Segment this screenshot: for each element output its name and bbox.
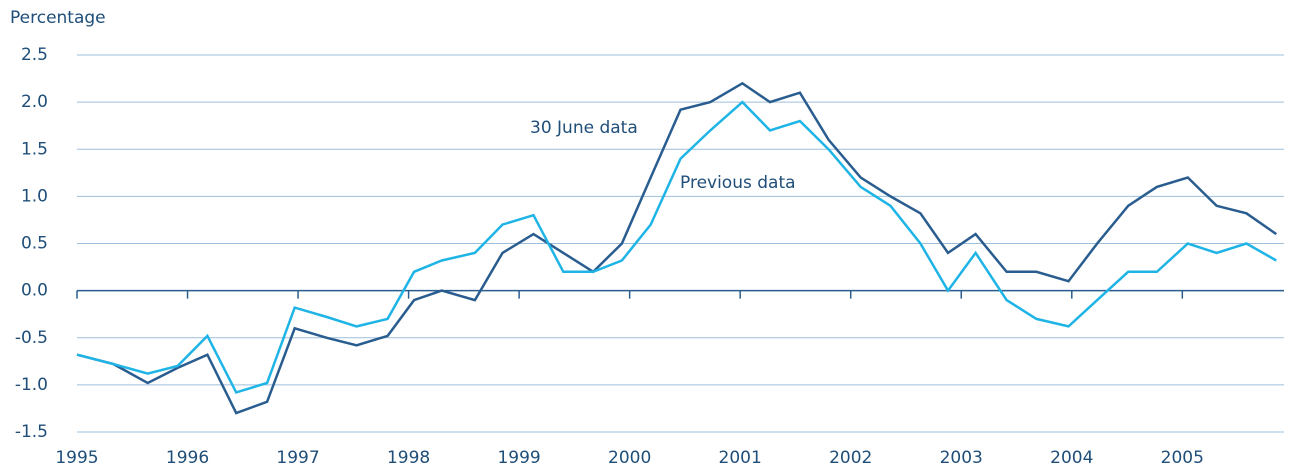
- x-tick-label: 1997: [276, 448, 319, 468]
- annotation: Previous data: [680, 173, 796, 193]
- y-tick-label: 1.5: [21, 139, 48, 159]
- y-tick-label: 0.0: [21, 281, 48, 301]
- data-line: [76, 100, 1277, 394]
- x-tick-label: 1995: [55, 448, 98, 468]
- x-tick-label: 2002: [829, 448, 872, 468]
- y-tick-label: -1.5: [15, 422, 48, 442]
- x-tick-label: 2004: [1050, 448, 1093, 468]
- x-tick-label: 1996: [166, 448, 209, 468]
- y-tick-label: -0.5: [15, 328, 48, 348]
- annotation: 30 June data: [530, 118, 638, 138]
- y-tick-label: 2.5: [21, 45, 48, 65]
- x-tick-label: 2000: [608, 448, 651, 468]
- y-axis-label: Percentage: [10, 8, 106, 28]
- x-tick-label: 1998: [387, 448, 430, 468]
- x-tick-label: 1999: [497, 448, 540, 468]
- y-tick-label: 0.5: [21, 234, 48, 254]
- x-tick-label: 2001: [719, 448, 762, 468]
- y-tick-label: 1.0: [21, 186, 48, 206]
- y-tick-label: 2.0: [21, 92, 48, 112]
- x-tick-label: 2005: [1161, 448, 1204, 468]
- data-line: [76, 81, 1278, 415]
- y-tick-label: -1.0: [15, 375, 48, 395]
- x-tick-label: 2003: [940, 448, 983, 468]
